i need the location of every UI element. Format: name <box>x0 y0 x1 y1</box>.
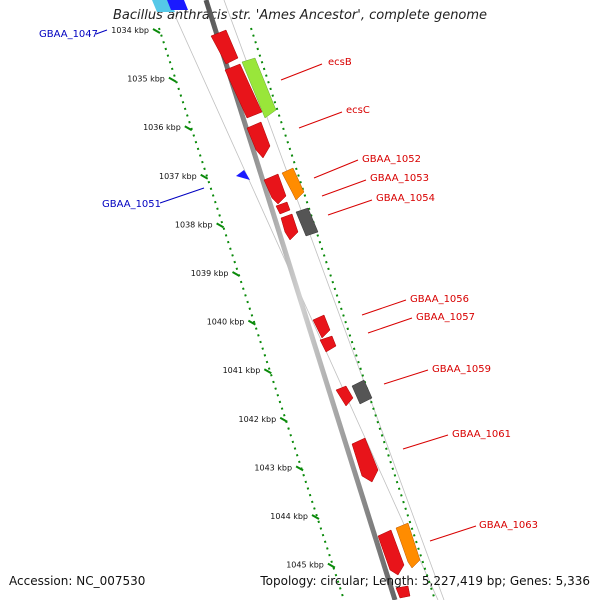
gene-red-bottom[interactable] <box>395 585 411 599</box>
gene-GBAA_1053[interactable] <box>281 167 305 201</box>
gene-GBAA_1051[interactable] <box>236 170 250 180</box>
gene-GBAA_1063-red[interactable] <box>377 529 405 576</box>
genome-backbone <box>203 0 398 600</box>
gene-GBAA_1059-gray[interactable] <box>351 379 373 405</box>
gene-label-GBAA_1054[interactable]: GBAA_1054 <box>376 193 435 204</box>
kbp-label: 1043 kbp <box>254 463 292 472</box>
gene-GBAA_1054[interactable] <box>280 213 299 241</box>
gene-ecsA[interactable] <box>210 29 239 65</box>
map-title: Bacillus anthracis str. 'Ames Ancestor',… <box>112 8 488 23</box>
minus-leaders <box>95 29 205 204</box>
kbp-label: 1038 kbp <box>175 220 213 229</box>
kbp-tick <box>152 28 161 34</box>
gene-label-GBAA_1063[interactable]: GBAA_1063 <box>479 520 538 531</box>
kbp-label: 1041 kbp <box>223 366 261 375</box>
gene-label-GBAA_1051[interactable]: GBAA_1051 <box>102 199 161 210</box>
kbp-label: 1036 kbp <box>143 123 181 132</box>
gene-GBAA_1052[interactable] <box>263 173 287 205</box>
gene-label-GBAA_1061[interactable]: GBAA_1061 <box>452 429 511 440</box>
gene-GBAA_1056[interactable] <box>312 314 331 339</box>
kbp-tick <box>216 222 225 229</box>
gene-blue-partial[interactable] <box>167 0 188 10</box>
kbp-tick <box>200 173 209 180</box>
kbp-tick <box>168 76 177 83</box>
gene-label-GBAA_1057[interactable]: GBAA_1057 <box>416 312 475 323</box>
gene-label-ecsB[interactable]: ecsB <box>328 57 352 68</box>
accession-text: Accession: NC_007530 <box>9 574 146 588</box>
kbp-tick <box>311 514 320 520</box>
kbp-tick <box>295 465 304 472</box>
gene-label-GBAA_1059[interactable]: GBAA_1059 <box>432 364 491 375</box>
kbp-label: 1035 kbp <box>127 75 165 84</box>
kbp-scale: 1034 kbp 1035 kbp 1036 kbp 1037 kbp 1038 kbp… <box>111 26 336 570</box>
gene-red-2[interactable] <box>246 121 271 159</box>
kbp-tick <box>232 271 240 277</box>
gene-label-GBAA_1053[interactable]: GBAA_1053 <box>370 173 429 184</box>
gene-GBAA_1061[interactable] <box>351 437 379 483</box>
kbp-label: 1045 kbp <box>286 561 324 570</box>
kbp-tick <box>184 125 193 132</box>
gene-label-GBAA_1047[interactable]: GBAA_1047 <box>39 29 98 40</box>
gene-GBAA_1059[interactable] <box>335 385 354 407</box>
gene-label-ecsC[interactable]: ecsC <box>346 105 370 116</box>
gene-label-GBAA_1052[interactable]: GBAA_1052 <box>362 154 421 165</box>
kbp-label: 1039 kbp <box>191 269 229 278</box>
kbp-tick <box>247 319 256 326</box>
genome-summary: Topology: circular; Length: 5,227,419 bp… <box>260 574 590 588</box>
kbp-tick <box>263 368 272 375</box>
kbp-label: 1044 kbp <box>270 512 308 521</box>
kbp-label: 1034 kbp <box>111 26 149 35</box>
gene-label-GBAA_1056[interactable]: GBAA_1056 <box>410 294 469 305</box>
kbp-label: 1037 kbp <box>159 172 197 181</box>
kbp-tick <box>279 416 288 423</box>
gene-GBAA_1054-gray[interactable] <box>295 207 319 237</box>
kbp-label: 1042 kbp <box>238 415 276 424</box>
gene-ecsB[interactable] <box>241 57 277 119</box>
plus-leaders <box>280 63 477 542</box>
gene-GBAA_1063[interactable] <box>395 522 421 569</box>
kbp-tick <box>327 562 336 569</box>
gene-red-large[interactable] <box>224 63 263 119</box>
gene-red-small[interactable] <box>275 201 291 215</box>
kbp-label: 1040 kbp <box>207 318 245 327</box>
gene-GBAA_1057[interactable] <box>319 335 337 353</box>
